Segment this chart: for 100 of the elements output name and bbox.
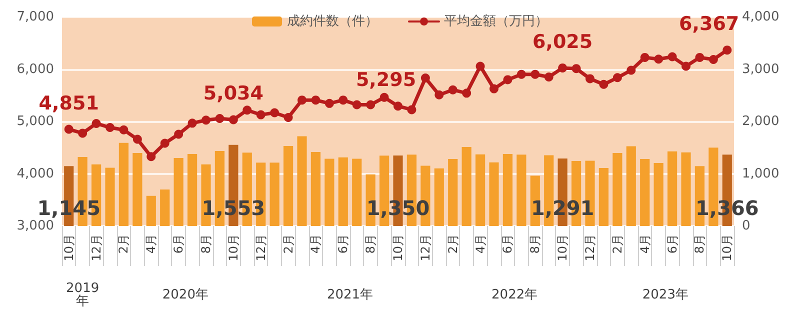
point	[64, 124, 74, 134]
point	[380, 92, 389, 102]
data-label: 4,851	[38, 92, 99, 114]
legend-label: 成約件数（件）	[287, 14, 378, 29]
point	[448, 85, 458, 94]
x-tick-label: 8月	[199, 234, 213, 254]
point	[530, 70, 540, 79]
bar	[283, 146, 294, 226]
point	[654, 54, 664, 64]
point	[640, 52, 650, 62]
x-tick-label: 12月	[89, 234, 104, 262]
x-tick-label: 10月	[226, 234, 240, 262]
point	[119, 125, 128, 134]
bar	[516, 154, 526, 226]
y2-tick-label: 4,000	[742, 10, 780, 24]
data-label: 5,295	[356, 69, 416, 92]
x-tick-label: 8月	[364, 234, 378, 254]
point	[298, 96, 306, 105]
point	[242, 106, 252, 115]
point	[338, 96, 348, 105]
point	[202, 116, 210, 125]
point	[270, 108, 280, 118]
y-tick-label: 6,000	[16, 62, 54, 77]
bar	[502, 154, 513, 226]
point	[544, 72, 554, 82]
bar	[462, 146, 472, 226]
point	[708, 54, 718, 64]
point	[490, 84, 498, 94]
x-tick-label: 4月	[144, 234, 158, 254]
y2-tick-label: 3,000	[742, 62, 780, 77]
data-label: 6,025	[532, 30, 593, 53]
bar	[338, 157, 348, 226]
bar	[324, 158, 334, 226]
point	[215, 114, 224, 123]
point	[420, 74, 430, 83]
point	[626, 66, 636, 75]
point	[78, 128, 88, 138]
point	[586, 74, 594, 84]
x-tick-label: 10月	[62, 234, 76, 262]
point	[228, 115, 238, 124]
bar	[146, 196, 156, 226]
data-label: 5,034	[203, 82, 264, 105]
y2-tick-label: 2,000	[742, 114, 780, 129]
point	[558, 63, 568, 72]
point	[612, 73, 622, 82]
bar	[475, 154, 486, 226]
legend-label: 平均金額（万円）	[444, 14, 548, 29]
text: 2022年	[492, 288, 538, 302]
x-tick-label: 6月	[172, 234, 186, 254]
point	[324, 98, 334, 108]
bar	[270, 162, 280, 226]
y-tick-label: 7,000	[16, 10, 54, 24]
point	[476, 62, 485, 71]
bar	[310, 152, 321, 226]
point	[188, 118, 197, 128]
point	[311, 96, 320, 105]
bar	[132, 153, 142, 226]
y2-tick-label: 1,000	[742, 166, 780, 182]
point	[352, 100, 362, 110]
bar	[667, 151, 678, 226]
point	[106, 123, 114, 132]
bar	[187, 154, 198, 226]
point	[284, 112, 293, 122]
point	[722, 46, 732, 55]
x-tick-label: 12月	[583, 234, 597, 262]
x-tick-label: 2月	[446, 234, 460, 254]
point	[668, 52, 677, 62]
bar	[626, 146, 636, 226]
text: 2021年	[326, 288, 374, 302]
point	[695, 52, 704, 62]
point	[256, 110, 266, 120]
bar	[654, 163, 664, 226]
text: 2019年	[66, 281, 100, 309]
bar	[160, 189, 170, 226]
bar	[681, 152, 691, 226]
point	[132, 134, 142, 144]
x-tick-label: 10月	[391, 234, 405, 262]
x-tick-label: 12月	[254, 234, 268, 262]
text: 2020年	[162, 288, 208, 302]
x-tick-label: 2月	[281, 234, 296, 254]
point	[599, 80, 608, 89]
bar	[598, 168, 609, 226]
x-tick-label: 6月	[336, 234, 350, 254]
bar	[448, 159, 458, 226]
y-tick-label: 3,000	[16, 218, 54, 234]
x-tick-label: 12月	[418, 234, 432, 262]
bar	[105, 168, 115, 226]
x-tick-label: 4月	[638, 234, 652, 254]
point	[503, 75, 512, 84]
text: 2023年	[642, 288, 688, 302]
point	[434, 90, 444, 100]
y-tick-label: 5,000	[16, 114, 54, 129]
x-tick-label: 2月	[116, 234, 131, 254]
point	[572, 64, 581, 74]
point	[366, 100, 376, 110]
point	[146, 152, 156, 162]
x-tick-label: 4月	[308, 234, 323, 254]
x-tick-label: 8月	[528, 234, 542, 254]
y2-tick-label: 0	[742, 218, 750, 234]
point	[407, 105, 416, 114]
